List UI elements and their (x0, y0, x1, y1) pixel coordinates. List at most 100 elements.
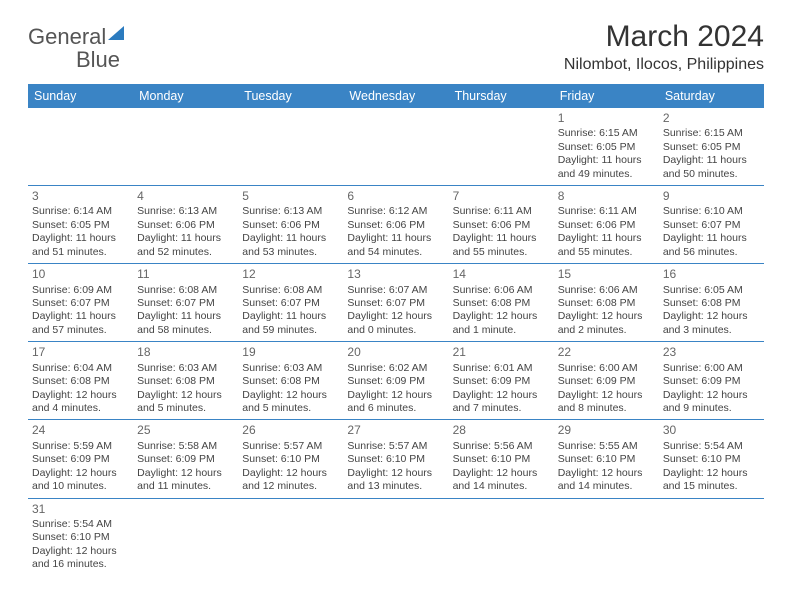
sunset-line: Sunset: 6:09 PM (32, 453, 129, 466)
sunset-line: Sunset: 6:07 PM (347, 297, 444, 310)
calendar-cell: 7Sunrise: 6:11 AMSunset: 6:06 PMDaylight… (449, 186, 554, 264)
sunset-line: Sunset: 6:08 PM (137, 375, 234, 388)
title-block: March 2024 Nilombot, Ilocos, Philippines (564, 20, 764, 74)
sunset-line: Sunset: 6:08 PM (242, 375, 339, 388)
day-number: 14 (453, 267, 550, 282)
sunset-line: Sunset: 6:05 PM (32, 219, 129, 232)
daylight-line: Daylight: 12 hours and 7 minutes. (453, 389, 550, 416)
dayhead-friday: Friday (554, 84, 659, 108)
calendar-cell (343, 498, 448, 576)
brand-part2: Blue (76, 47, 120, 72)
calendar-cell: 15Sunrise: 6:06 AMSunset: 6:08 PMDayligh… (554, 264, 659, 342)
calendar-cell: 9Sunrise: 6:10 AMSunset: 6:07 PMDaylight… (659, 186, 764, 264)
header: General Blue March 2024 Nilombot, Ilocos… (28, 20, 764, 74)
daylight-line: Daylight: 12 hours and 12 minutes. (242, 467, 339, 494)
sunrise-line: Sunrise: 6:13 AM (137, 205, 234, 218)
daylight-line: Daylight: 12 hours and 4 minutes. (32, 389, 129, 416)
sunrise-line: Sunrise: 6:08 AM (137, 284, 234, 297)
day-number: 11 (137, 267, 234, 282)
sunrise-line: Sunrise: 6:14 AM (32, 205, 129, 218)
calendar-cell (28, 108, 133, 186)
calendar-cell: 29Sunrise: 5:55 AMSunset: 6:10 PMDayligh… (554, 420, 659, 498)
day-number: 3 (32, 189, 129, 204)
calendar-head: Sunday Monday Tuesday Wednesday Thursday… (28, 84, 764, 108)
day-number: 22 (558, 345, 655, 360)
daylight-line: Daylight: 11 hours and 55 minutes. (453, 232, 550, 259)
daylight-line: Daylight: 12 hours and 10 minutes. (32, 467, 129, 494)
calendar-cell: 14Sunrise: 6:06 AMSunset: 6:08 PMDayligh… (449, 264, 554, 342)
daylight-line: Daylight: 12 hours and 15 minutes. (663, 467, 760, 494)
sunrise-line: Sunrise: 6:08 AM (242, 284, 339, 297)
sunrise-line: Sunrise: 6:06 AM (453, 284, 550, 297)
daylight-line: Daylight: 11 hours and 56 minutes. (663, 232, 760, 259)
daylight-line: Daylight: 12 hours and 6 minutes. (347, 389, 444, 416)
calendar-cell: 27Sunrise: 5:57 AMSunset: 6:10 PMDayligh… (343, 420, 448, 498)
calendar-cell: 17Sunrise: 6:04 AMSunset: 6:08 PMDayligh… (28, 342, 133, 420)
sunrise-line: Sunrise: 6:11 AM (453, 205, 550, 218)
sunrise-line: Sunrise: 6:03 AM (242, 362, 339, 375)
sunset-line: Sunset: 6:06 PM (453, 219, 550, 232)
sunrise-line: Sunrise: 6:07 AM (347, 284, 444, 297)
sunset-line: Sunset: 6:07 PM (242, 297, 339, 310)
sunrise-line: Sunrise: 5:57 AM (242, 440, 339, 453)
day-number: 12 (242, 267, 339, 282)
calendar-cell: 28Sunrise: 5:56 AMSunset: 6:10 PMDayligh… (449, 420, 554, 498)
sunrise-line: Sunrise: 6:03 AM (137, 362, 234, 375)
dayhead-thursday: Thursday (449, 84, 554, 108)
calendar-cell: 26 Sunrise: 5:57 AMSunset: 6:10 PMDayligh… (238, 420, 343, 498)
sunrise-line: Sunrise: 6:02 AM (347, 362, 444, 375)
daylight-line: Daylight: 11 hours and 57 minutes. (32, 310, 129, 337)
calendar-cell: 12Sunrise: 6:08 AMSunset: 6:07 PMDayligh… (238, 264, 343, 342)
day-number: 29 (558, 423, 655, 438)
sunset-line: Sunset: 6:05 PM (558, 141, 655, 154)
daylight-line: Daylight: 12 hours and 11 minutes. (137, 467, 234, 494)
dayhead-sunday: Sunday (28, 84, 133, 108)
sunrise-line: Sunrise: 5:59 AM (32, 440, 129, 453)
day-number: 26 (242, 423, 339, 438)
month-title: March 2024 (564, 20, 764, 54)
daylight-line: Daylight: 12 hours and 13 minutes. (347, 467, 444, 494)
daylight-line: Daylight: 12 hours and 14 minutes. (558, 467, 655, 494)
calendar-cell (449, 498, 554, 576)
day-number: 30 (663, 423, 760, 438)
calendar-cell: 23Sunrise: 6:00 AMSunset: 6:09 PMDayligh… (659, 342, 764, 420)
sunset-line: Sunset: 6:07 PM (137, 297, 234, 310)
day-number: 31 (32, 502, 129, 517)
sunrise-line: Sunrise: 5:58 AM (137, 440, 234, 453)
calendar-cell: 31Sunrise: 5:54 AMSunset: 6:10 PMDayligh… (28, 498, 133, 576)
sunset-line: Sunset: 6:10 PM (558, 453, 655, 466)
calendar-cell: 2Sunrise: 6:15 AMSunset: 6:05 PMDaylight… (659, 108, 764, 186)
sunrise-line: Sunrise: 6:10 AM (663, 205, 760, 218)
daylight-line: Daylight: 11 hours and 55 minutes. (558, 232, 655, 259)
calendar-cell: 25Sunrise: 5:58 AMSunset: 6:09 PMDayligh… (133, 420, 238, 498)
sunset-line: Sunset: 6:10 PM (242, 453, 339, 466)
day-number: 18 (137, 345, 234, 360)
daylight-line: Daylight: 12 hours and 3 minutes. (663, 310, 760, 337)
day-number: 13 (347, 267, 444, 282)
day-number: 17 (32, 345, 129, 360)
sunset-line: Sunset: 6:10 PM (32, 531, 129, 544)
day-number: 2 (663, 111, 760, 126)
calendar-cell: 16Sunrise: 6:05 AMSunset: 6:08 PMDayligh… (659, 264, 764, 342)
calendar-cell: 21Sunrise: 6:01 AMSunset: 6:09 PMDayligh… (449, 342, 554, 420)
dayhead-tuesday: Tuesday (238, 84, 343, 108)
calendar-cell (238, 108, 343, 186)
dayhead-wednesday: Wednesday (343, 84, 448, 108)
day-number: 9 (663, 189, 760, 204)
sunrise-line: Sunrise: 6:12 AM (347, 205, 444, 218)
sunrise-line: Sunrise: 5:56 AM (453, 440, 550, 453)
day-number: 19 (242, 345, 339, 360)
calendar-cell: 30Sunrise: 5:54 AMSunset: 6:10 PMDayligh… (659, 420, 764, 498)
calendar-cell: 11Sunrise: 6:08 AMSunset: 6:07 PMDayligh… (133, 264, 238, 342)
sunset-line: Sunset: 6:09 PM (347, 375, 444, 388)
calendar-cell (449, 108, 554, 186)
daylight-line: Daylight: 11 hours and 52 minutes. (137, 232, 234, 259)
calendar-cell: 6Sunrise: 6:12 AMSunset: 6:06 PMDaylight… (343, 186, 448, 264)
day-number: 27 (347, 423, 444, 438)
calendar-cell: 22Sunrise: 6:00 AMSunset: 6:09 PMDayligh… (554, 342, 659, 420)
sunrise-line: Sunrise: 6:01 AM (453, 362, 550, 375)
day-number: 20 (347, 345, 444, 360)
calendar-cell (238, 498, 343, 576)
sunrise-line: Sunrise: 5:54 AM (663, 440, 760, 453)
calendar-cell (659, 498, 764, 576)
